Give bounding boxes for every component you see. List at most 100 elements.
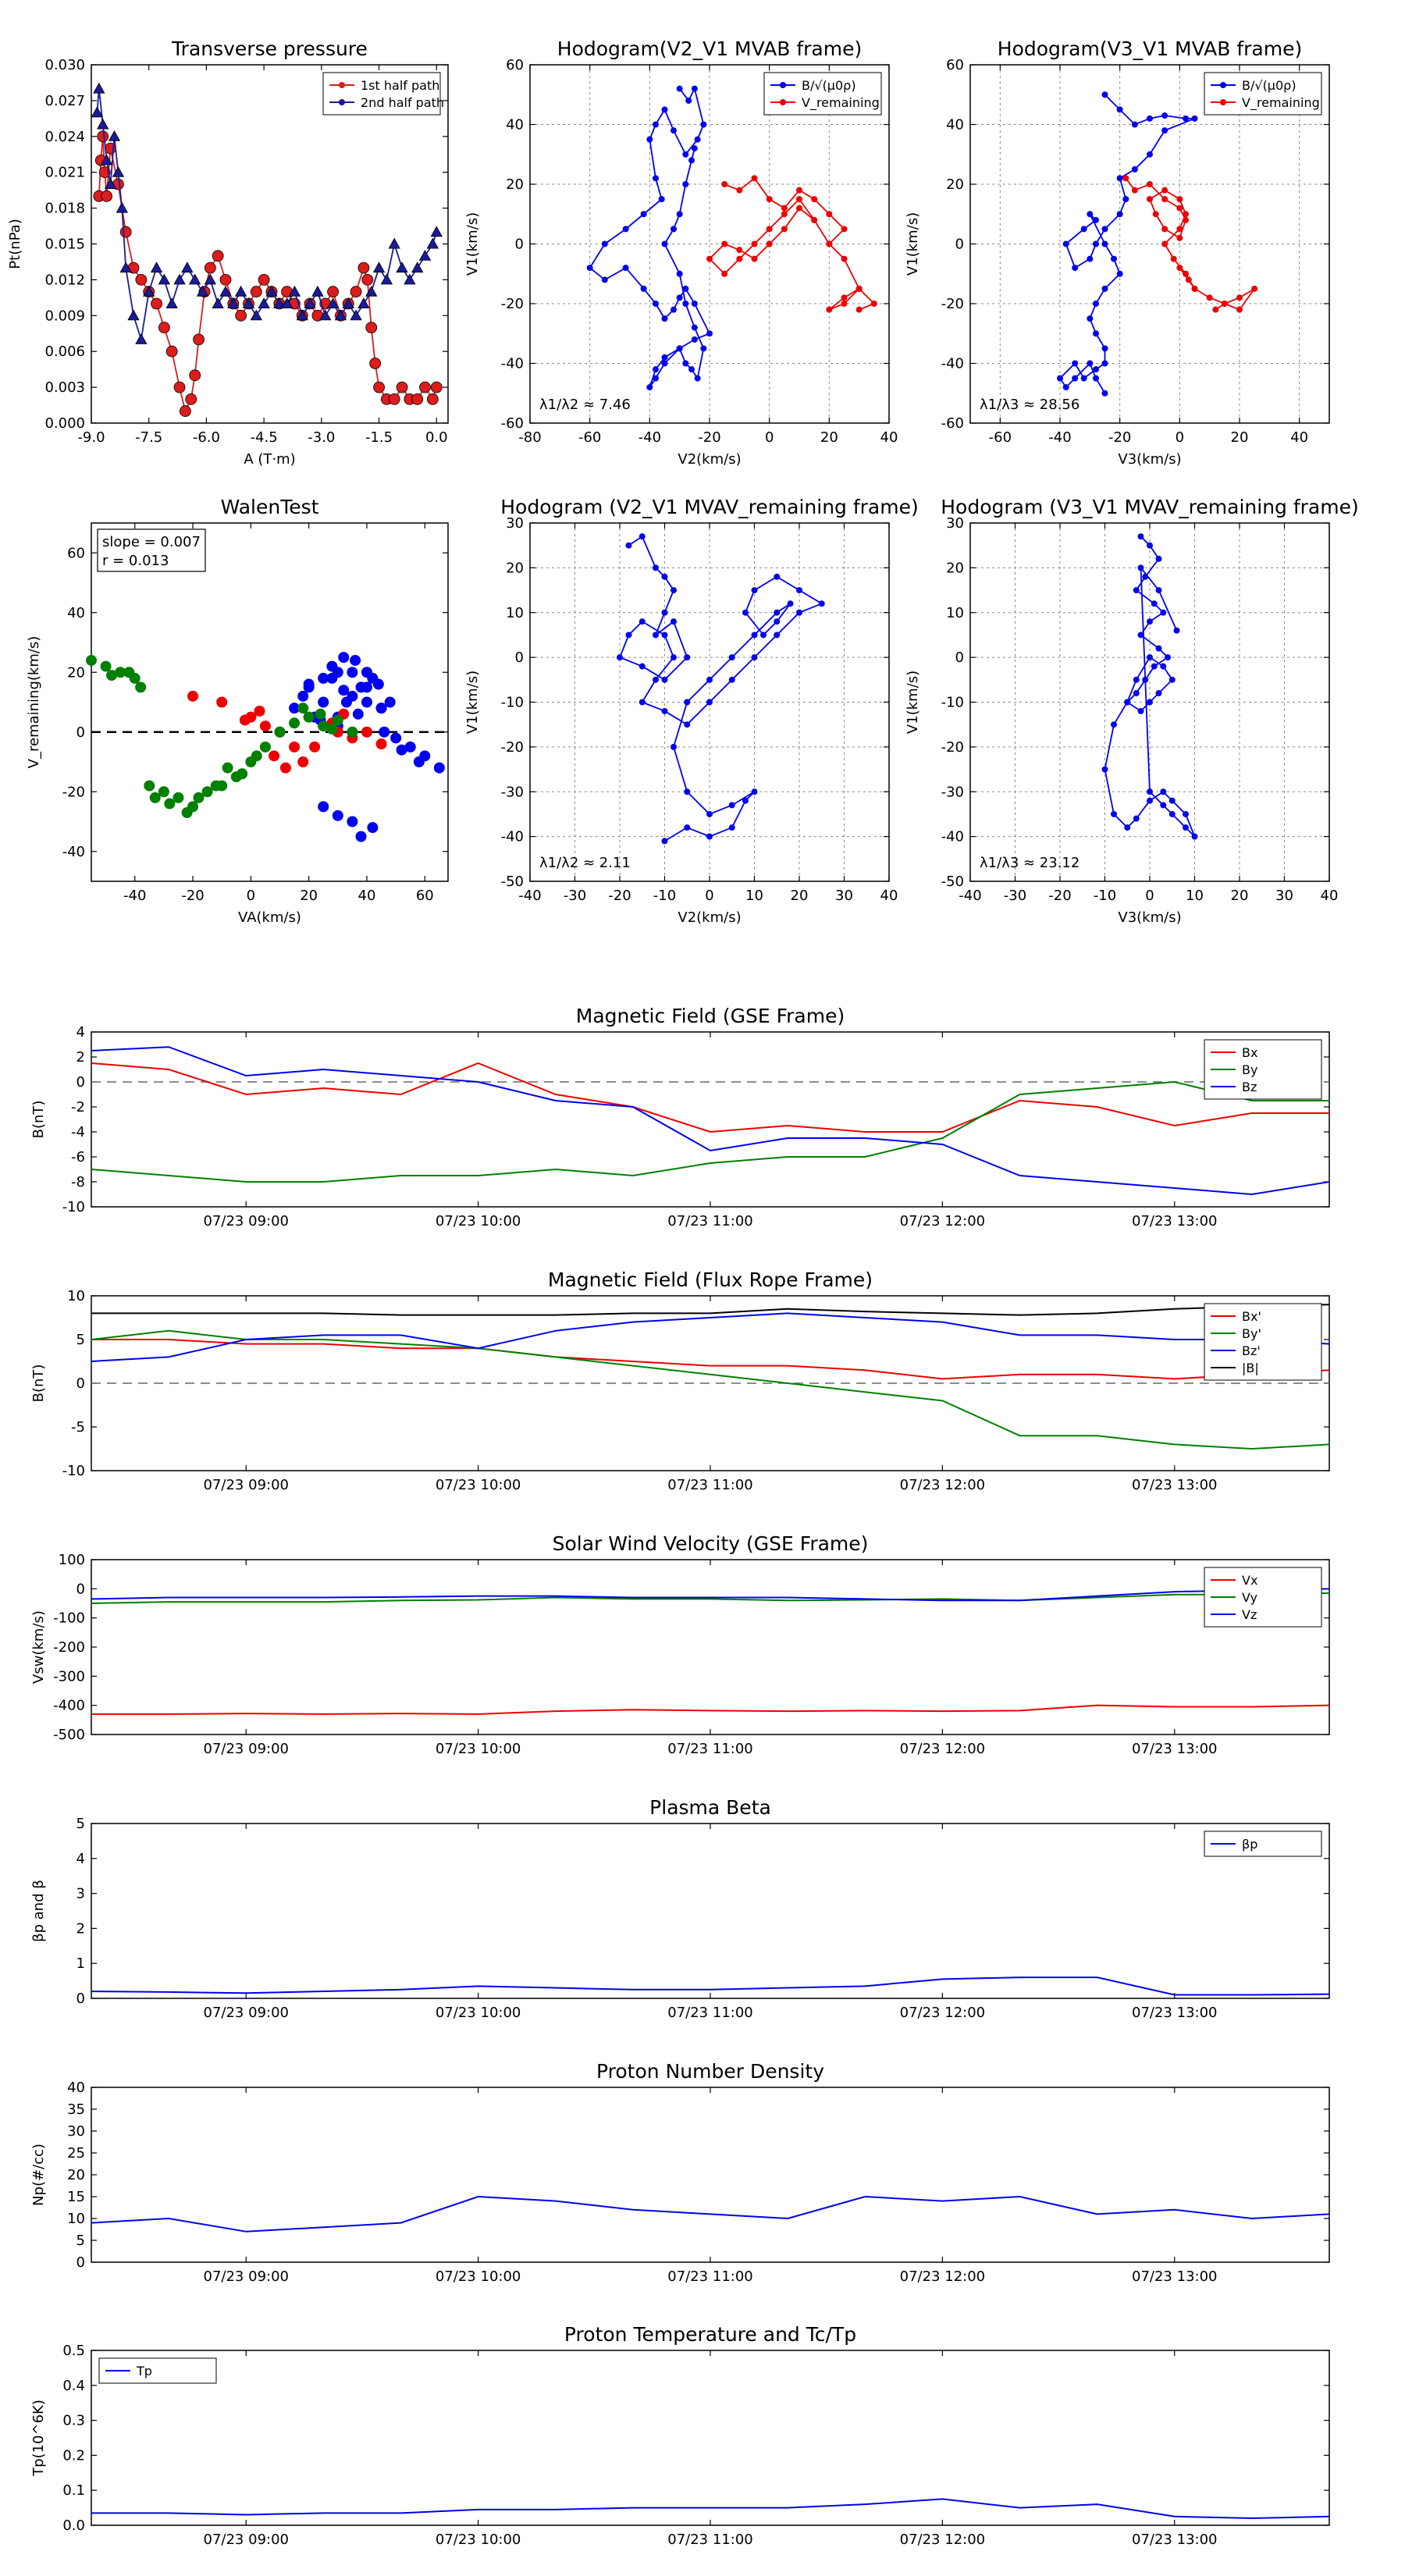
x-tick-label: -40: [638, 429, 661, 446]
legend-label: B/√(μ0ρ): [802, 78, 856, 93]
data-point: [303, 678, 315, 690]
data-point: [796, 609, 802, 616]
chart-title: Magnetic Field (Flux Rope Frame): [548, 1268, 873, 1291]
data-point: [149, 792, 161, 803]
data-point: [1116, 175, 1123, 182]
y-tick-label: 100: [59, 1552, 85, 1568]
data-point: [1212, 306, 1219, 313]
data-point: [1176, 196, 1183, 203]
data-point: [622, 226, 629, 233]
x-tick-label: -1.5: [365, 429, 393, 446]
data-point: [327, 286, 339, 298]
x-tick-label: -20: [608, 888, 631, 904]
y-tick-label: 2: [76, 1920, 85, 1937]
data-point: [700, 121, 707, 128]
x-tick-label: 0: [1176, 429, 1184, 446]
x-tick-label: 07/23 10:00: [436, 1741, 521, 1757]
data-point: [728, 676, 735, 683]
data-point: [826, 306, 833, 313]
data-point: [309, 741, 321, 753]
data-point: [1131, 187, 1138, 194]
data-point: [1160, 788, 1167, 795]
data-point: [413, 756, 425, 767]
legend-label: |B|: [1242, 1361, 1259, 1375]
series-line: [1104, 535, 1196, 838]
series-B/√(μ0ρ): [1057, 91, 1198, 397]
data-point: [347, 667, 358, 678]
y-tick-label: 60: [67, 545, 85, 561]
data-point: [841, 301, 848, 307]
y-tick-label: -500: [53, 1727, 85, 1743]
data-point: [706, 255, 713, 262]
x-tick-label: 0: [247, 888, 255, 904]
data-point: [774, 618, 781, 625]
data-point: [350, 309, 362, 321]
x-tick-label: 07/23 12:00: [900, 1477, 985, 1493]
y-tick-label: 0.1: [62, 2482, 85, 2499]
chart-mf_fr: -10 -5 0 5 10 07/23 09:00 07/23 10:00 07/23 11:…: [30, 1268, 1330, 1493]
legend: Bx' By' Bz' |B|: [1204, 1303, 1322, 1381]
data-point: [150, 262, 163, 273]
data-point: [411, 262, 424, 273]
legend-label: 1st half path: [361, 78, 439, 93]
data-point: [332, 809, 343, 821]
data-point: [1176, 234, 1183, 241]
data-point: [1183, 270, 1189, 277]
y-tick-label: -20: [62, 784, 85, 800]
x-axis-label: V2(km/s): [678, 451, 741, 468]
x-tick-label: 07/23 09:00: [204, 2532, 289, 2548]
chart-tp: 0.000 0.003 0.006 0.009 0.012 0.015 0.018 0.021…: [7, 37, 449, 468]
y-tick-label: 20: [506, 560, 524, 576]
data-point: [617, 654, 623, 661]
data-point: [1176, 265, 1183, 272]
data-point: [338, 652, 350, 664]
data-point: [760, 632, 767, 639]
data-point: [736, 247, 743, 254]
data-point: [326, 723, 338, 735]
y-axis-label: V1(km/s): [905, 671, 921, 734]
data-point: [688, 157, 695, 164]
y-tick-label: -20: [941, 739, 964, 756]
data-point: [326, 672, 338, 684]
data-point: [350, 654, 361, 666]
data-point: [1101, 766, 1108, 773]
x-tick-label: -10: [1094, 888, 1116, 904]
data-point: [661, 240, 668, 247]
y-tick-label: 0: [76, 1991, 85, 2007]
y-tick-label: 30: [506, 515, 524, 532]
data-point: [372, 678, 384, 690]
data-point: [653, 301, 659, 307]
chart-vsw: -500 -400 -300 -200 -100 0 100 07/23 09:00 07/23…: [30, 1532, 1330, 1757]
data-point: [196, 285, 209, 297]
data-point: [165, 297, 178, 309]
data-point: [700, 345, 707, 352]
data-point: [326, 660, 338, 672]
chart-beta: 0 1 2 3 4 5 07/23 09:00 07/23 10:00 07/23 11:00 0…: [30, 1796, 1330, 2021]
data-point: [1072, 360, 1079, 367]
data-point: [396, 744, 407, 756]
data-point: [855, 285, 863, 292]
legend-label: By': [1242, 1326, 1261, 1341]
series-line: [708, 177, 876, 311]
x-tick-label: 30: [835, 888, 853, 904]
data-point: [640, 285, 647, 292]
series-data: [617, 533, 825, 845]
y-tick-label: 60: [506, 57, 524, 73]
data-point: [173, 273, 186, 285]
series-line-Vy: [91, 1592, 1330, 1604]
data-point: [1101, 345, 1108, 352]
y-tick-label: 0: [76, 724, 85, 741]
data-point: [1137, 533, 1144, 540]
data-point: [1151, 600, 1158, 607]
data-point: [1183, 211, 1189, 218]
x-tick-label: 07/23 09:00: [204, 2268, 289, 2285]
x-tick-label: -40: [959, 888, 981, 904]
data-point: [1176, 226, 1183, 233]
y-axis-label: V1(km/s): [905, 212, 921, 276]
chart-title: Magnetic Field (GSE Frame): [576, 1005, 845, 1027]
data-point: [670, 127, 677, 134]
y-axis-label: Np(#/cc): [30, 2144, 47, 2206]
legend-label: V_remaining: [1242, 95, 1320, 111]
data-point: [676, 211, 683, 218]
